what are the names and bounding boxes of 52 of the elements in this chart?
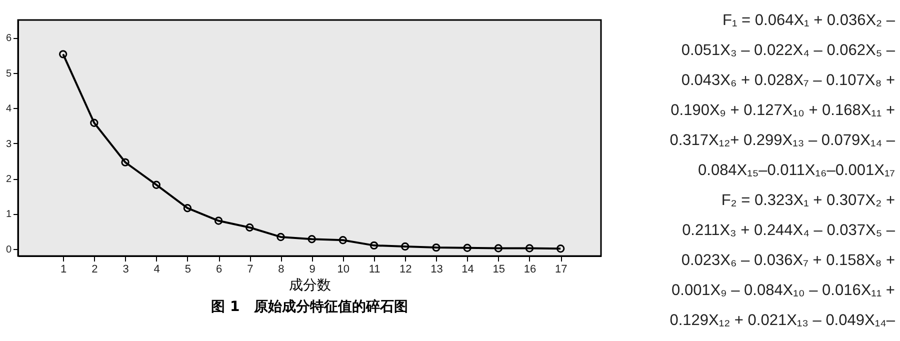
point <box>308 234 316 244</box>
point <box>121 158 130 166</box>
x-tick-label: 9 <box>309 264 316 276</box>
text: 0.129X₁₂ + 0.021X₁₃ – 0.049X₁₄– <box>668 311 895 331</box>
text: 0.043X₆ + 0.028X₇ – 0.107X₈ + <box>680 71 895 91</box>
point <box>152 180 160 189</box>
point <box>246 223 254 232</box>
x-axis-title: 成分数 <box>289 278 331 294</box>
x-tick-label: 8 <box>278 264 284 276</box>
x-tick-label: 17 <box>554 264 568 276</box>
point <box>525 244 534 252</box>
y-tick-label: 6 <box>6 33 12 44</box>
y-tick-label: 1 <box>6 209 12 220</box>
y-tick-label: 3 <box>6 138 12 150</box>
point <box>214 216 223 225</box>
text: 图 1 原始成分特征值的碎石图 <box>211 298 408 315</box>
text: F₂ = 0.323X₁ + 0.307X₂ + <box>720 191 895 211</box>
x-tick-label: 15 <box>492 264 506 276</box>
text: 0.001X₉ – 0.084X₁₀ – 0.016X₁₁ + <box>670 281 895 301</box>
x-tick-label: 4 <box>154 264 160 276</box>
point <box>463 244 472 252</box>
y-tick-label: 2 <box>6 174 12 186</box>
y-tick-label: 0 <box>6 244 12 256</box>
text: 0.051X₃ – 0.022X₄ – 0.062X₅ – <box>680 41 895 61</box>
x-tick-label: 14 <box>462 264 474 276</box>
point <box>90 118 98 127</box>
x-tick-label: 1 <box>60 264 67 276</box>
x-tick-label: 12 <box>399 264 412 276</box>
text: 0.317X₁₂+ 0.299X₁₃ – 0.079X₁₄ – <box>668 131 895 151</box>
x-tick-label: 11 <box>368 264 380 276</box>
point <box>183 204 192 212</box>
point <box>276 232 285 242</box>
text: 0.211X₃ + 0.244X₄ – 0.037X₅ – <box>681 221 895 241</box>
point <box>370 241 378 250</box>
x-tick-label: 16 <box>524 264 536 276</box>
point <box>494 244 502 252</box>
point <box>432 243 440 252</box>
x-tick-label: 10 <box>337 264 350 276</box>
text: 0.190X₉ + 0.127X₁₀ + 0.168X₁₁ + <box>670 101 895 121</box>
text: F₁ = 0.064X₁ + 0.036X₂ – <box>722 11 895 31</box>
text: 0.023X₆ – 0.036X₇ + 0.158X₈ + <box>680 251 895 271</box>
x-tick-label: 2 <box>92 264 98 276</box>
y-tick-label: 5 <box>6 68 12 80</box>
point <box>338 236 348 244</box>
y-tick-label: 4 <box>6 104 12 115</box>
x-tick-label: 13 <box>430 264 443 276</box>
x-tick-label: 5 <box>184 264 192 276</box>
x-tick-label: 6 <box>216 264 222 276</box>
text: 0.084X₁₅–0.011X₁₆–0.001X₁₇ <box>697 161 895 181</box>
x-tick-label: 3 <box>122 264 129 276</box>
point <box>401 242 410 251</box>
x-tick-label: 7 <box>247 264 254 276</box>
